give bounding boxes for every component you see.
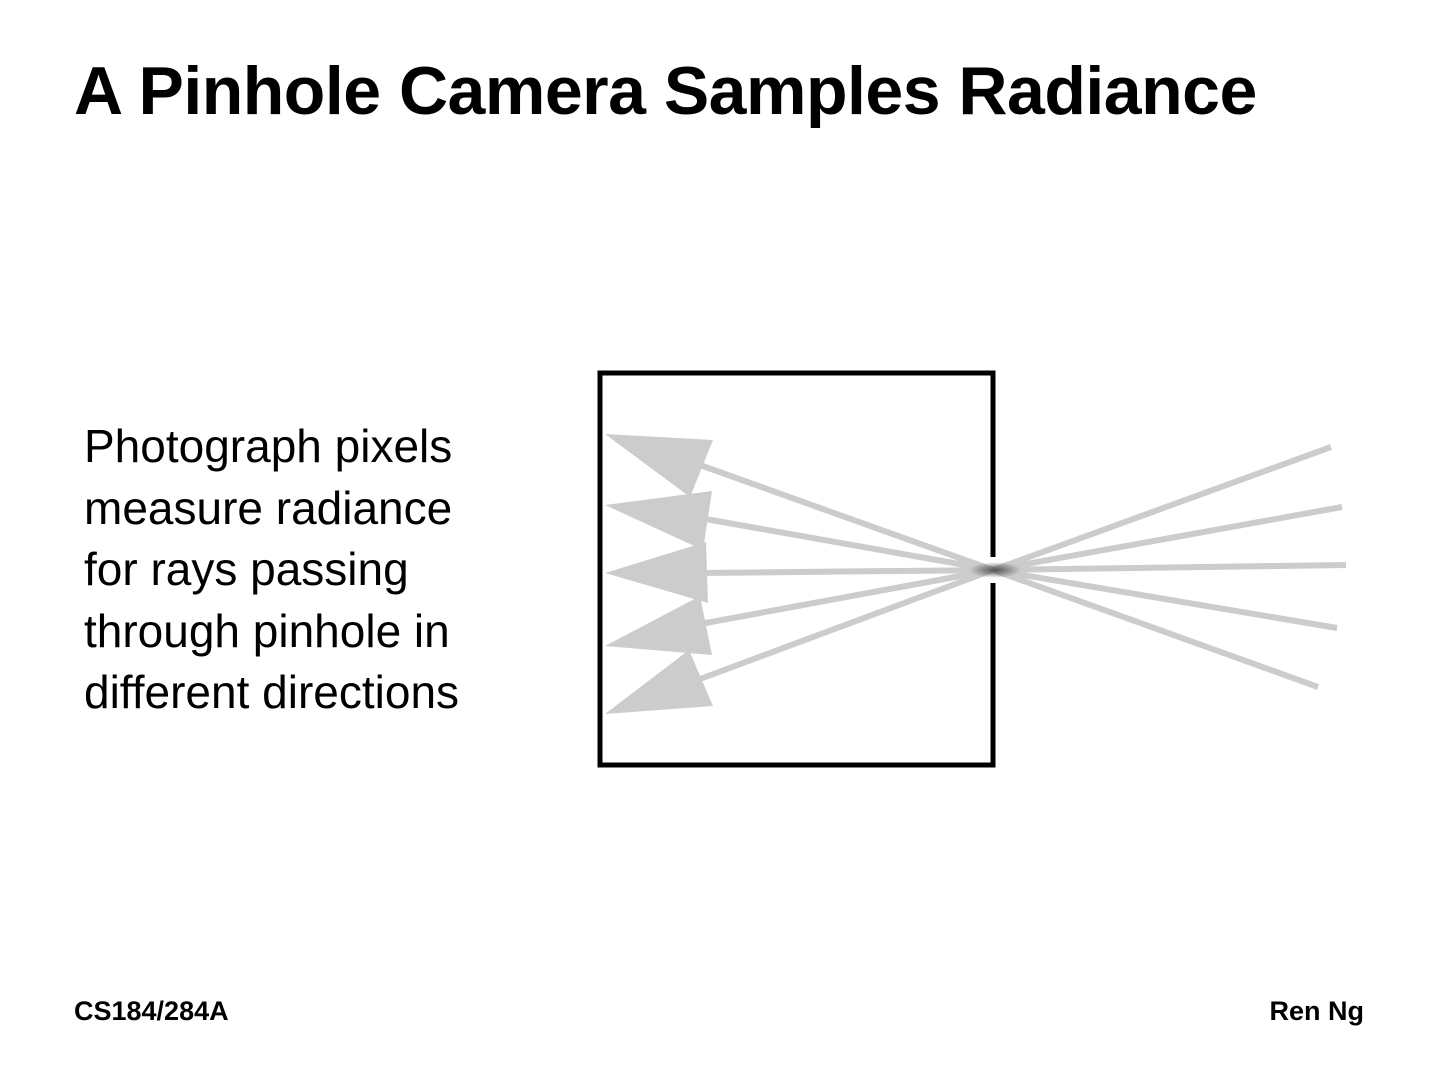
author-label: Ren Ng: [1269, 996, 1365, 1026]
camera-wall: [597, 370, 996, 768]
ray-inside: [699, 567, 994, 576]
arrowhead: [605, 650, 713, 714]
ray-arrowheads: [605, 434, 713, 714]
arrowhead: [605, 491, 712, 550]
ray-outside: [991, 567, 1320, 690]
body-line: for rays passing: [84, 543, 409, 595]
ray-inside: [699, 567, 994, 627]
body-line: measure radiance: [84, 481, 453, 534]
course-label: CS184/284A: [74, 996, 229, 1026]
arrowhead: [605, 434, 713, 497]
ray-outside: [992, 562, 1347, 573]
ray-inside: [698, 462, 995, 573]
ray-inside: [698, 567, 995, 682]
body-line: through pinhole in: [84, 604, 450, 657]
ray-outside: [992, 504, 1343, 573]
rays: [698, 444, 1347, 690]
arrowhead: [605, 542, 708, 603]
slide-title: A Pinhole Camera Samples Radiance: [74, 53, 1257, 129]
pinhole-icon: [969, 562, 1021, 578]
body-line: different directions: [84, 666, 460, 718]
ray-outside: [991, 444, 1333, 573]
body-line: Photograph pixels: [84, 420, 453, 472]
ray-outside: [992, 567, 1338, 631]
ray-inside: [699, 515, 994, 573]
arrowhead: [605, 596, 712, 655]
body-text: Photograph pixels measure radiance for r…: [84, 416, 554, 724]
camera-box: [597, 370, 996, 768]
